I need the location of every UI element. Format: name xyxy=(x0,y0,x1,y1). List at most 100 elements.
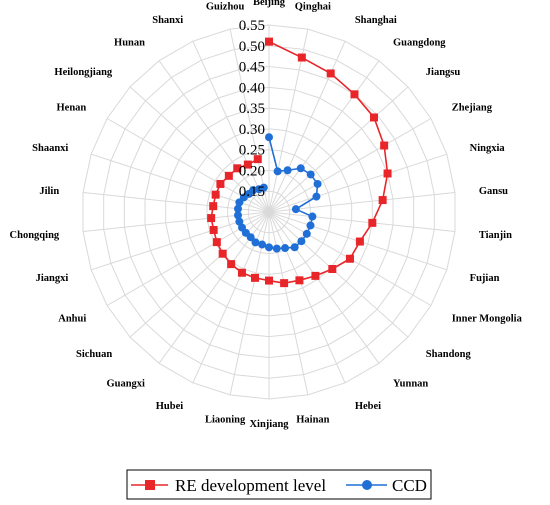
data-point-re xyxy=(227,260,236,269)
data-point-re xyxy=(383,169,392,178)
data-point-re xyxy=(370,113,378,122)
data-point-re xyxy=(328,265,337,273)
category-label-beijing: Beijing xyxy=(253,0,286,8)
grid-spoke xyxy=(192,40,270,213)
data-point-re xyxy=(233,164,242,173)
category-label-tianjin: Tianjin xyxy=(479,230,512,241)
legend-label-re: RE development level xyxy=(175,476,326,495)
category-label-chongqing: Chongqing xyxy=(10,230,60,241)
category-label-jilin: Jilin xyxy=(39,186,59,197)
tick-label: 0.25 xyxy=(239,143,265,159)
category-label-gansu: Gansu xyxy=(479,186,508,197)
data-point-re xyxy=(209,225,218,234)
category-label-shanghai: Shanghai xyxy=(355,15,397,26)
tick-label: 0.30 xyxy=(239,122,265,138)
data-point-ccd xyxy=(259,183,268,192)
grid-spoke xyxy=(268,86,409,213)
grid-spoke xyxy=(192,211,270,384)
category-label-yunnan: Yunnan xyxy=(393,379,428,390)
data-point-re xyxy=(243,160,252,169)
legend-marker-circle xyxy=(362,480,372,490)
grid-spoke xyxy=(129,86,270,213)
grid-spoke xyxy=(268,153,448,213)
data-point-re xyxy=(297,53,306,62)
tick-label: 0.40 xyxy=(239,80,265,96)
category-label-jiangsu: Jiangsu xyxy=(426,67,461,78)
data-point-re xyxy=(380,141,389,150)
data-point-re xyxy=(355,237,364,246)
tick-label: 0.50 xyxy=(239,39,265,55)
grid-spoke xyxy=(158,60,270,213)
data-point-re xyxy=(280,279,289,288)
data-point-ccd xyxy=(265,243,273,252)
category-label-shaanxi: Shaanxi xyxy=(32,143,68,154)
data-point-ccd xyxy=(238,223,247,232)
category-labels: Beijing Qinghai Shanghai Guangdong Jiangsu Zh… xyxy=(10,0,523,430)
data-point-ccd xyxy=(297,237,306,246)
category-label-heilongjiang: Heilongjiang xyxy=(54,67,113,78)
grid-spoke xyxy=(268,211,409,338)
data-point-re xyxy=(216,179,225,188)
category-label-shandong: Shandong xyxy=(426,349,472,360)
grid-spoke xyxy=(268,211,346,384)
grid-spoke xyxy=(268,60,380,213)
tick-label: 0.55 xyxy=(239,18,265,34)
grid-spoke xyxy=(268,40,346,213)
data-point-re xyxy=(265,37,273,46)
category-label-hunan: Hunan xyxy=(114,37,145,48)
data-point-ccd xyxy=(308,212,317,221)
data-point-ccd xyxy=(306,170,315,179)
category-label-fujian: Fujian xyxy=(470,273,500,284)
data-point-re xyxy=(378,196,387,205)
data-point-ccd xyxy=(272,244,281,253)
legend-marker-square xyxy=(145,480,155,490)
data-point-re xyxy=(345,254,354,263)
grid-spoke xyxy=(268,211,309,396)
category-label-hebei: Hebei xyxy=(355,401,381,412)
category-label-guangdong: Guangdong xyxy=(393,37,446,48)
category-label-qinghai: Qinghai xyxy=(295,2,331,13)
data-point-ccd xyxy=(306,221,315,230)
data-point-re xyxy=(251,273,259,282)
grid-spoke xyxy=(268,118,432,213)
data-point-ccd xyxy=(281,244,290,253)
data-point-re xyxy=(224,171,233,180)
data-point-re xyxy=(265,276,273,285)
grid-spoke xyxy=(229,28,270,213)
data-point-re xyxy=(311,271,320,280)
data-point-ccd xyxy=(312,192,321,201)
category-label-henan: Henan xyxy=(57,103,87,114)
tick-label: 0.35 xyxy=(239,101,265,117)
data-point-re xyxy=(326,69,335,78)
category-label-jiangxi: Jiangxi xyxy=(36,273,69,284)
data-point-re xyxy=(350,90,359,99)
data-point-re xyxy=(211,190,220,199)
data-point-ccd xyxy=(234,204,242,213)
data-point-re xyxy=(209,202,218,211)
data-point-ccd xyxy=(258,240,267,249)
tick-label: 0.45 xyxy=(239,60,265,76)
category-label-liaoning: Liaoning xyxy=(205,414,246,425)
radial-tick-labels: 0.15 0.20 0.25 0.30 0.35 0.40 0.45 0.50 0.55 xyxy=(239,18,265,200)
category-label-hainan: Hainan xyxy=(296,414,329,425)
legend: RE development level CCD xyxy=(126,469,432,500)
data-point-re xyxy=(295,276,304,285)
grid-spoke xyxy=(268,211,456,233)
data-point-ccd xyxy=(235,217,244,226)
grid-spoke xyxy=(268,191,456,213)
category-label-anhui: Anhui xyxy=(58,314,86,325)
tick-label: 0.20 xyxy=(239,163,265,179)
data-point-re xyxy=(218,249,227,258)
grid-spoke xyxy=(268,211,380,364)
category-label-zhejiang: Zhejiang xyxy=(452,103,493,114)
data-point-re xyxy=(237,268,246,277)
legend-item-re-development-level: RE development level xyxy=(131,476,326,495)
data-point-ccd xyxy=(291,205,300,214)
data-point-re xyxy=(368,218,377,227)
category-label-sichuan: Sichuan xyxy=(76,349,112,360)
category-label-hubei: Hubei xyxy=(156,401,184,412)
radar-series xyxy=(207,37,392,288)
data-point-ccd xyxy=(290,243,299,252)
category-label-shanxi: Shanxi xyxy=(152,15,183,26)
category-label-inner-mongolia: Inner Mongolia xyxy=(452,314,523,325)
